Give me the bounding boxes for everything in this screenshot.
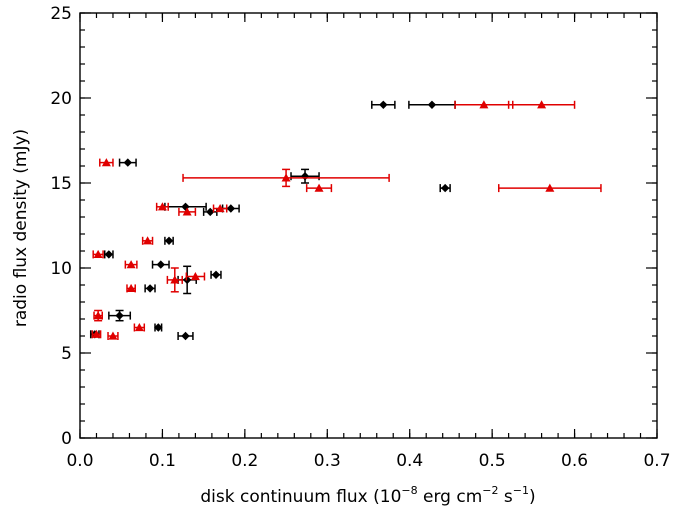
triangle-marker [126, 283, 136, 292]
triangle-marker [134, 323, 144, 332]
x-axis-ticks: 0.0 0.1 0.2 0.3 0.4 0.5 0.6 0.7 [66, 13, 671, 471]
triangle-marker [314, 183, 324, 192]
x-tick-label: 0.7 [643, 451, 670, 471]
data-point [154, 323, 163, 332]
triangle-marker [93, 249, 103, 258]
triangle-marker [537, 100, 547, 109]
data-point [185, 272, 206, 281]
y-tick-label: 0 [61, 429, 72, 449]
triangle-marker [143, 236, 153, 245]
triangle-marker [108, 331, 118, 340]
y-tick-label: 25 [50, 4, 72, 24]
triangle-marker [190, 272, 200, 281]
diamond-marker [145, 284, 155, 293]
data-point [99, 158, 114, 167]
data-point [118, 158, 137, 167]
diamond-marker [104, 250, 114, 259]
data-point [91, 329, 102, 339]
data-point [107, 331, 119, 340]
data-point [454, 100, 514, 109]
x-tick-label: 0.1 [149, 451, 176, 471]
diamond-marker [300, 172, 310, 181]
triangle-marker [545, 183, 555, 192]
data-point [155, 202, 169, 211]
triangle-marker [170, 275, 180, 284]
plot-area [79, 12, 658, 439]
series-1-triangle [91, 100, 602, 340]
triangle-marker [215, 204, 225, 213]
x-tick-label: 0.0 [66, 451, 93, 471]
y-tick-label: 20 [50, 89, 72, 109]
diamond-marker [427, 100, 437, 109]
plot-frame [79, 12, 658, 439]
data-point [133, 323, 146, 332]
x-axis-title: disk continuum flux (10−8 erg cm−2 s−1) [200, 484, 535, 507]
data-point [92, 249, 104, 259]
diamond-marker [226, 204, 236, 213]
data-point [178, 207, 197, 216]
triangle-marker [91, 329, 101, 338]
y-axis-ticks: 0 5 10 15 20 25 [50, 4, 657, 449]
data-point [108, 309, 132, 322]
x-tick-label: 0.4 [396, 451, 423, 471]
data-point [164, 236, 174, 245]
data-point [141, 236, 154, 245]
diamond-marker [164, 236, 174, 245]
x-tick-label: 0.3 [314, 451, 341, 471]
x-tick-label: 0.2 [231, 451, 258, 471]
triangle-marker [93, 311, 103, 320]
data-point [371, 100, 396, 109]
triangle-marker [182, 207, 192, 216]
data-point [507, 100, 576, 109]
y-axis-title: radio flux density (mJy) [11, 129, 31, 327]
triangle-marker [281, 173, 291, 182]
diamond-marker [440, 183, 450, 193]
diamond-marker [379, 100, 388, 109]
data-point [93, 309, 104, 322]
data-point [212, 204, 228, 213]
triangle-marker [479, 100, 489, 109]
y-tick-label: 15 [50, 174, 72, 194]
data-point [124, 260, 138, 269]
triangle-marker [101, 158, 111, 167]
data-point [290, 168, 320, 184]
data-point [177, 331, 194, 341]
series-0-diamond [89, 100, 456, 341]
data-point [182, 168, 390, 188]
data-point [166, 267, 183, 293]
data-series [89, 100, 602, 341]
data-point [151, 260, 170, 269]
diamond-marker [123, 158, 133, 167]
diamond-marker [181, 331, 190, 341]
y-tick-label: 5 [61, 344, 72, 364]
triangle-marker [157, 202, 167, 211]
data-point [497, 183, 602, 193]
diamond-marker [154, 323, 163, 332]
diamond-marker [115, 311, 124, 320]
x-tick-label: 0.5 [479, 451, 506, 471]
triangle-marker [126, 260, 136, 269]
x-tick-label: 0.6 [561, 451, 588, 471]
data-point [144, 284, 156, 293]
data-point [126, 283, 136, 293]
data-point [305, 183, 333, 193]
data-point [408, 100, 456, 109]
diamond-marker [156, 260, 165, 269]
diamond-marker [206, 207, 215, 217]
diamond-marker [211, 270, 221, 279]
data-point [103, 250, 114, 259]
y-tick-label: 10 [50, 259, 72, 279]
data-point [210, 270, 222, 279]
data-point [164, 202, 207, 211]
diamond-marker [182, 275, 192, 285]
data-point [439, 183, 451, 193]
